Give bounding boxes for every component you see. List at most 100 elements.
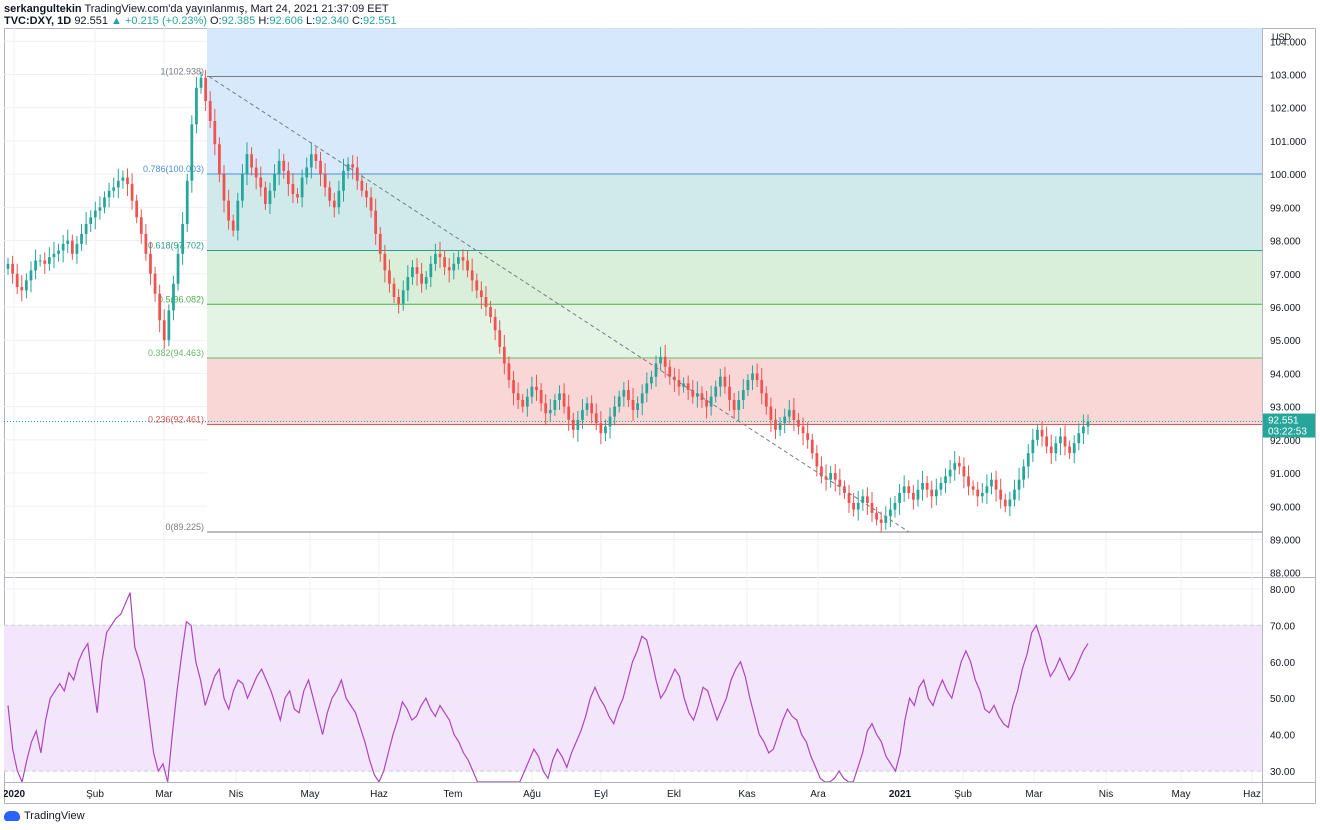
candle-body[interactable] <box>314 154 318 161</box>
candle-body[interactable] <box>801 426 805 434</box>
candle-body[interactable] <box>948 469 952 477</box>
candle-body[interactable] <box>227 200 230 221</box>
candle-body[interactable] <box>286 170 290 185</box>
candle-body[interactable] <box>769 406 773 420</box>
candle-body[interactable] <box>659 356 662 364</box>
candle-body[interactable] <box>438 253 442 258</box>
candle-body[interactable] <box>1017 479 1021 490</box>
candle-body[interactable] <box>820 466 823 477</box>
candle-body[interactable] <box>553 399 557 410</box>
candle-body[interactable] <box>516 393 520 400</box>
candle-body[interactable] <box>38 260 42 262</box>
candle-body[interactable] <box>889 509 892 517</box>
candle-body[interactable] <box>861 496 865 503</box>
candle-body[interactable] <box>525 396 529 407</box>
candle-body[interactable] <box>20 287 24 291</box>
candle-body[interactable] <box>218 144 221 175</box>
candle-body[interactable] <box>741 390 745 400</box>
candle-body[interactable] <box>944 476 947 484</box>
candle-body[interactable] <box>530 386 534 397</box>
candle-body[interactable] <box>778 423 782 430</box>
candle-body[interactable] <box>452 263 456 271</box>
candle-body[interactable] <box>870 502 874 513</box>
candle-body[interactable] <box>103 197 106 208</box>
candle-body[interactable] <box>921 483 924 490</box>
candle-body[interactable] <box>434 253 437 264</box>
candle-body[interactable] <box>254 167 258 178</box>
candle-body[interactable] <box>11 263 14 274</box>
candle-body[interactable] <box>66 240 70 244</box>
candle-body[interactable] <box>282 160 286 171</box>
candle-body[interactable] <box>277 160 281 175</box>
candle-body[interactable] <box>351 164 355 168</box>
candle-body[interactable] <box>539 390 543 404</box>
candle-body[interactable] <box>296 194 299 198</box>
candle-body[interactable] <box>181 223 185 254</box>
candle-body[interactable] <box>176 253 180 284</box>
candle-body[interactable] <box>231 220 235 231</box>
candle-body[interactable] <box>342 170 345 191</box>
fib-trend-line[interactable] <box>208 76 910 533</box>
candle-body[interactable] <box>236 200 240 231</box>
candle-body[interactable] <box>640 393 644 404</box>
candle-body[interactable] <box>875 512 878 520</box>
candle-body[interactable] <box>309 154 313 168</box>
candle-body[interactable] <box>420 273 423 284</box>
candle-body[interactable] <box>388 270 391 284</box>
candle-body[interactable] <box>305 167 309 178</box>
candle-body[interactable] <box>25 280 28 291</box>
candle-body[interactable] <box>378 233 382 254</box>
candle-body[interactable] <box>599 423 603 434</box>
candle-body[interactable] <box>502 346 506 364</box>
candle-body[interactable] <box>75 243 79 254</box>
candle-body[interactable] <box>360 180 364 191</box>
candle-body[interactable] <box>806 433 810 440</box>
candle-body[interactable] <box>130 184 134 201</box>
candle-body[interactable] <box>195 87 198 125</box>
candle-body[interactable] <box>332 200 336 208</box>
candle-body[interactable] <box>751 373 754 381</box>
candle-body[interactable] <box>406 277 410 291</box>
candle-body[interactable] <box>654 363 658 377</box>
candle-body[interactable] <box>112 187 116 191</box>
candle-body[interactable] <box>737 399 741 410</box>
candle-body[interactable] <box>631 399 635 410</box>
candle-body[interactable] <box>971 486 975 490</box>
candle-body[interactable] <box>172 283 175 311</box>
candle-body[interactable] <box>668 366 672 377</box>
candle-body[interactable] <box>879 519 883 523</box>
candle-body[interactable] <box>521 399 525 407</box>
candle-body[interactable] <box>162 320 166 341</box>
candle-body[interactable] <box>567 406 571 420</box>
candle-body[interactable] <box>263 187 267 205</box>
candle-body[interactable] <box>718 376 722 387</box>
candle-body[interactable] <box>61 243 65 251</box>
candle-body[interactable] <box>907 486 911 493</box>
candle-body[interactable] <box>957 463 961 467</box>
candle-body[interactable] <box>535 386 538 391</box>
candle-body[interactable] <box>627 390 630 400</box>
candle-body[interactable] <box>443 257 446 268</box>
candle-body[interactable] <box>815 453 819 467</box>
candle-body[interactable] <box>728 386 731 400</box>
candle-body[interactable] <box>1045 436 1049 447</box>
candle-body[interactable] <box>457 257 460 264</box>
candle-body[interactable] <box>617 396 621 407</box>
candle-body[interactable] <box>208 101 212 121</box>
candle-body[interactable] <box>291 184 295 195</box>
candle-body[interactable] <box>787 409 791 417</box>
candle-body[interactable] <box>507 363 511 381</box>
candle-body[interactable] <box>939 483 943 490</box>
candle-body[interactable] <box>1026 453 1030 467</box>
candle-body[interactable] <box>15 273 19 288</box>
candle-body[interactable] <box>84 223 88 234</box>
candle-body[interactable] <box>985 486 989 493</box>
candle-body[interactable] <box>268 190 272 205</box>
candle-body[interactable] <box>645 383 649 394</box>
candle-body[interactable] <box>1059 436 1062 444</box>
candle-body[interactable] <box>980 492 984 497</box>
candle-body[interactable] <box>392 283 396 298</box>
candle-body[interactable] <box>581 409 584 420</box>
candle-body[interactable] <box>797 419 800 427</box>
candle-body[interactable] <box>774 419 777 430</box>
